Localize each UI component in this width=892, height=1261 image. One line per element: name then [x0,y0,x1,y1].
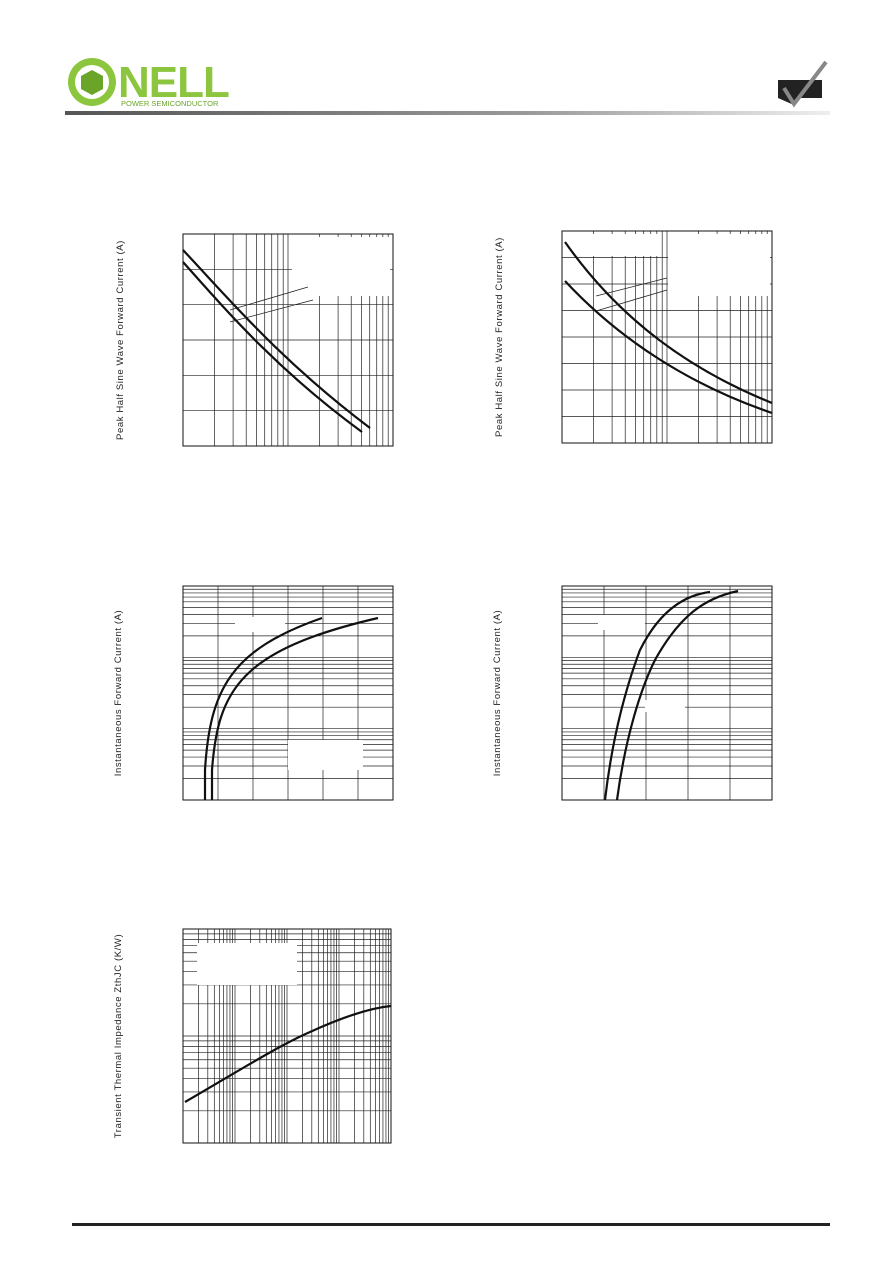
label-blank [288,740,363,770]
logo: NELL POWER SEMICONDUCTOR [68,58,230,108]
label-blank [235,617,285,632]
chart: Peak Half Sine Wave Forward Current (A) [494,230,773,444]
curve [184,1004,392,1103]
label-blank [292,237,390,296]
logo-cube [81,70,103,95]
y-axis-label: Instantaneous Forward Current (A) [113,610,124,777]
curve [203,616,323,800]
pointer-line [595,289,668,312]
header-rule [65,111,830,115]
y-axis-label: Instantaneous Forward Current (A) [492,610,503,777]
plot-frame [182,928,392,1144]
label-blank [197,943,297,985]
label-blank [565,234,660,256]
curve [615,589,739,801]
brand: NELL [118,58,229,107]
plot-frame [561,230,773,444]
curve [564,241,773,405]
curve [603,590,711,801]
chart: Instantaneous Forward Current (A) [492,585,773,801]
label-blank [598,615,645,630]
plot-frame [561,585,773,801]
y-axis-label: Peak Half Sine Wave Forward Current (A) [115,240,126,440]
pointer-line [229,286,309,311]
chart: Instantaneous Forward Current (A) [113,585,394,801]
plot-frame [182,233,394,447]
label-blank [645,700,685,712]
curve [182,261,363,433]
icon-check [782,60,828,108]
chart: Peak Half Sine Wave Forward Current (A) [115,233,394,447]
pointer-line [229,299,314,323]
plot-frame [182,585,394,801]
curve [210,616,379,800]
y-axis-label: Transient Thermal Impedance ZthJC (K/W) [113,934,124,1138]
check-icon [778,60,828,108]
chart: Transient Thermal Impedance ZthJC (K/W) [113,928,392,1144]
curve [182,249,371,429]
curve [564,280,773,415]
tagline: POWER SEMICONDUCTOR [121,99,219,108]
charts: Peak Half Sine Wave Forward Current (A) P… [113,230,773,1144]
y-axis-label: Peak Half Sine Wave Forward Current (A) [494,237,505,437]
footer-rule [72,1223,830,1226]
label-blank [668,234,770,296]
